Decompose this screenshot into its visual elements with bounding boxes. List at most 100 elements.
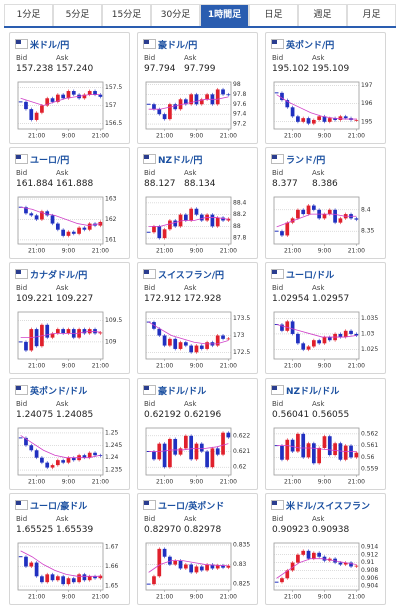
pair-name[interactable]: 米ドル/スイスフラン [286,502,371,512]
y-tick-label: 162 [105,216,117,223]
candle [45,324,50,338]
rate-card[interactable]: 豪ドル/ドル Bid Ask 0.62192 0.62196 0.622 0.621 0.62… [137,378,258,490]
tab[interactable]: 5分足 [53,4,102,26]
pair-name[interactable]: ユーロ/豪ドル [30,502,88,512]
y-tick-label: 156.5 [105,120,122,127]
pair-name[interactable]: ユーロ/円 [30,156,70,166]
rate-card[interactable]: 米ドル/円 Bid Ask 157.238 157.240 157.5 157 156.5 21… [9,32,130,144]
tab[interactable]: 1分足 [4,4,53,26]
bid-value: 195.102 [272,64,310,74]
flag-icon [15,269,28,279]
candle [285,222,290,236]
pair-name[interactable]: 豪ドル/円 [158,41,198,51]
tab[interactable]: 週足 [298,4,347,26]
candle [61,229,66,236]
candle [29,329,34,351]
ask-value: 157.240 [56,64,94,74]
candle [157,109,162,115]
bid-value: 0.90923 [272,525,310,535]
candle [354,452,359,458]
rate-card[interactable]: スイスフラン/円 Bid Ask 172.912 172.928 173.5 173 172.… [137,262,258,374]
rate-card[interactable]: ランド/円 Bid Ask 8.377 8.386 8.4 8.35 21:00 9:00 21:… [265,147,386,259]
x-tick-label: 9:00 [190,133,204,140]
pair-name[interactable]: NZドル/ドル [286,387,340,397]
candle [55,329,60,334]
candle [71,578,76,583]
candle [82,227,87,230]
candle [280,92,284,101]
candle [317,447,322,464]
y-tick-label: 0.62 [233,464,247,471]
candle [333,443,337,456]
pair-name[interactable]: 豪ドル/ドル [158,387,207,397]
pair-name[interactable]: スイスフラン/円 [158,271,225,281]
y-tick-label: 0.91 [361,559,375,566]
candle [333,209,337,223]
candle [189,345,194,353]
ask-value: 8.386 [312,179,338,189]
tab[interactable]: 月足 [347,4,396,26]
rate-card[interactable]: ユーロ/ドル Bid Ask 1.02954 1.02957 1.035 1.03 1.025… [265,262,386,374]
plot-frame [273,311,360,360]
bid-value: 1.02954 [272,294,310,304]
candle [205,564,209,571]
y-tick-label: 0.906 [361,575,378,582]
y-tick-label: 157.5 [105,84,122,91]
candle [221,565,225,568]
rate-card[interactable]: 英ポンド/ドル Bid Ask 1.24075 1.24085 1.25 1.245 1.24… [9,378,130,490]
rate-card[interactable]: NZドル/ドル Bid Ask 0.56041 0.56055 0.562 0.561 0.5… [265,378,386,490]
pair-name[interactable]: ユーロ/ドル [286,271,335,281]
candle [162,548,167,557]
y-tick-label: 157 [105,102,117,109]
candle [311,205,316,210]
candle [50,465,55,468]
mini-chart: 1.035 1.03 1.025 21:00 9:00 21:00 [273,311,378,370]
x-tick-label: 21:00 [156,479,173,486]
flag-icon [143,154,156,164]
candle [173,438,178,455]
candle [199,443,204,452]
pair-name[interactable]: カナダドル/円 [30,271,88,281]
candle [87,576,92,581]
pair-name[interactable]: ランド/円 [286,156,326,166]
candle [93,91,97,95]
mini-chart: 0.835 0.83 0.825 21:00 9:00 21:00 [145,541,250,601]
tab[interactable]: 15分足 [102,4,151,26]
rate-card[interactable]: ユーロ/豪ドル Bid Ask 1.65525 1.65539 1.67 1.66 1.65 2… [9,493,130,605]
mini-chart: 1.25 1.245 1.24 1.235 21:00 9:00 21:00 [17,427,122,486]
pair-name[interactable]: ユーロ/英ポンド [158,502,225,512]
candle [66,578,71,585]
candle [311,443,316,464]
rate-card[interactable]: 英ポンド/円 Bid Ask 195.102 195.109 197 196 195 21:00… [265,32,386,144]
plot-frame [145,542,232,591]
x-tick-label: 21:00 [92,479,109,486]
bid-value: 88.127 [144,179,176,189]
rate-card[interactable]: NZドル/円 Bid Ask 88.127 88.134 88.4 88.2 88 87.8 21… [137,147,258,259]
rate-card[interactable]: 豪ドル/円 Bid Ask 97.794 97.799 98 97.8 97.6 97.4 97.… [137,32,258,144]
tab[interactable]: 日足 [249,4,298,26]
pair-name[interactable]: NZドル/円 [158,156,203,166]
mini-chart: 157.5 157 156.5 21:00 9:00 21:00 [17,81,122,140]
x-tick-label: 21:00 [348,133,365,140]
candle [210,564,215,569]
pair-name[interactable]: 米ドル/円 [30,41,70,51]
ask-value: 161.888 [56,179,94,189]
rate-card[interactable]: ユーロ/英ポンド Bid Ask 0.82970 0.82978 0.835 0.83 0.8… [137,493,258,605]
candle [226,94,231,96]
candle [152,451,156,460]
x-tick-label: 21:00 [156,363,173,370]
tab[interactable]: 30分足 [151,4,200,26]
pair-name[interactable]: 英ポンド/ドル [30,387,88,397]
flag-icon [15,39,28,49]
ask-label: Ask [184,169,197,177]
candle [349,562,353,567]
candle [221,89,225,95]
rate-card[interactable]: ユーロ/円 Bid Ask 161.884 161.888 163 162 161 21:00 9… [9,147,130,259]
rate-card[interactable]: カナダドル/円 Bid Ask 109.221 109.227 109.5 109 21:00… [9,262,130,374]
tab[interactable]: 1時間足 [200,4,249,26]
rate-card[interactable]: 米ドル/スイスフラン Bid Ask 0.90923 0.90938 0.914 0.912… [265,493,386,605]
candle [183,435,188,449]
ask-label: Ask [312,400,325,408]
pair-name[interactable]: 英ポンド/円 [286,41,335,51]
